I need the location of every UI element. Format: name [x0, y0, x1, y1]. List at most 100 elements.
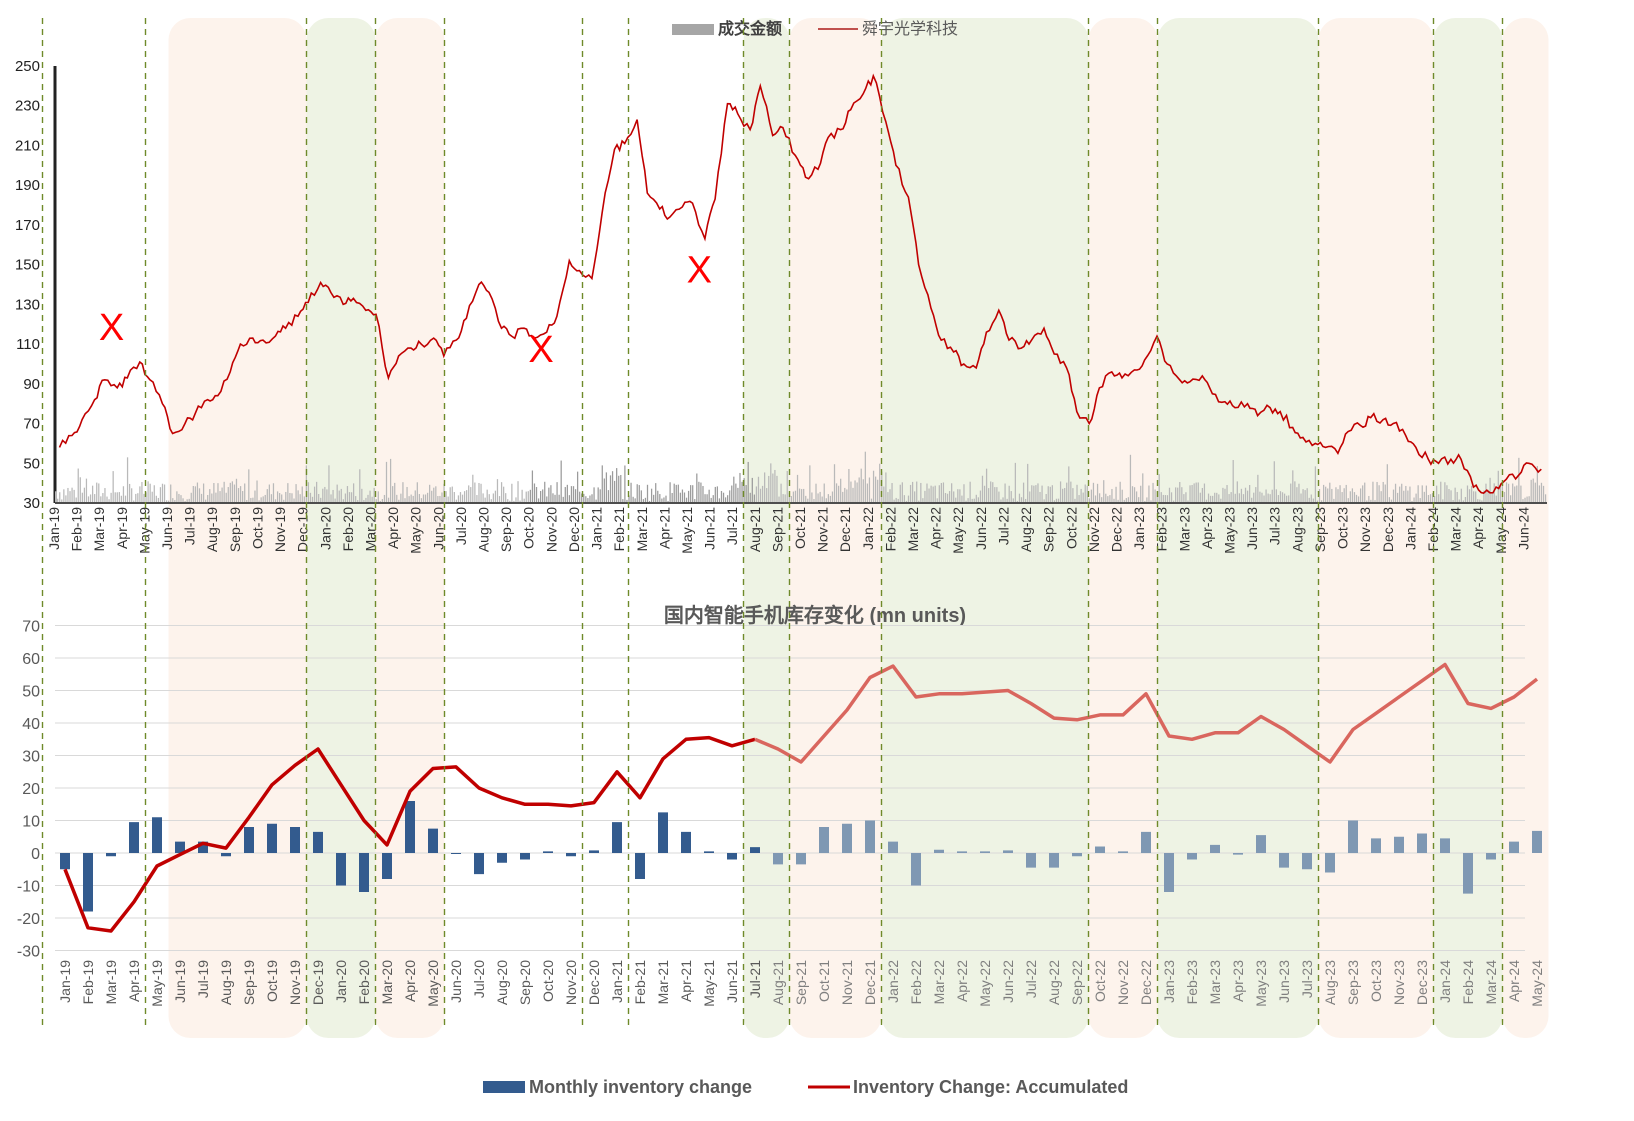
volume-bar: [1407, 490, 1409, 503]
volume-bar: [1253, 492, 1255, 503]
y-tick-label: -20: [17, 911, 40, 928]
volume-bar: [1082, 492, 1084, 503]
volume-bar: [295, 484, 297, 503]
volume-bar: [227, 487, 229, 503]
volume-bar: [492, 493, 494, 503]
volume-bar: [340, 488, 342, 503]
volume-bar: [1012, 498, 1014, 503]
volume-bar: [480, 483, 482, 503]
volume-bar: [1263, 495, 1265, 503]
volume-bar: [687, 490, 690, 503]
volume-bar: [1039, 491, 1041, 503]
volume-bar: [112, 471, 114, 503]
x-tick-label: Sep-22: [1041, 507, 1057, 552]
top-y-axis: 30 50 70 90 110 130 150 170 190 210 230 250: [15, 58, 57, 512]
volume-bar: [500, 482, 503, 503]
volume-bar: [254, 490, 256, 503]
volume-bar: [519, 500, 521, 503]
volume-bar: [1269, 494, 1271, 503]
volume-bar: [757, 476, 760, 503]
volume-bar: [1131, 486, 1134, 503]
bottom-x-axis: Jan-19 Feb-19 Mar-19 Apr-19 May-19 Jun-19 Jul-…: [57, 960, 1545, 1007]
volume-bar: [486, 489, 488, 503]
monthly-bar: [1164, 853, 1174, 892]
volume-bar: [1090, 489, 1093, 503]
x-tick-label: Jul-21: [724, 507, 740, 545]
volume-bar: [1370, 499, 1372, 503]
accumulated-line-late: [754, 662, 1539, 764]
volume-bar: [1384, 484, 1386, 503]
x-tick-label: Jun-20: [448, 960, 464, 1003]
volume-bar: [1374, 500, 1376, 503]
x-tick-label: Jul-23: [1267, 507, 1283, 545]
volume-bar: [1320, 500, 1323, 503]
volume-bar: [1499, 485, 1501, 503]
volume-bar: [636, 484, 638, 503]
volume-bar: [1357, 496, 1360, 503]
volume-bar: [1084, 484, 1086, 503]
volume-bar: [1431, 493, 1434, 503]
volume-bar: [1396, 492, 1399, 503]
volume-bar: [1172, 500, 1175, 503]
x-tick-label: May-20: [425, 960, 441, 1007]
x-tick-label: Apr-20: [385, 507, 401, 549]
volume-bar: [507, 499, 509, 503]
volume-bar: [1018, 493, 1021, 503]
monthly-bar: [612, 822, 622, 853]
volume-bar: [91, 485, 94, 503]
volume-bar: [807, 498, 809, 503]
volume-bar: [365, 497, 367, 503]
volume-bar: [289, 492, 291, 503]
volume-bar: [692, 485, 694, 503]
volume-bar: [511, 483, 513, 503]
volume-bar: [1045, 494, 1047, 503]
volume-bar: [996, 487, 998, 503]
volume-bar: [178, 493, 180, 503]
volume-bar: [1536, 466, 1538, 503]
monthly-bar: [1532, 830, 1542, 853]
volume-bar: [544, 481, 546, 503]
volume-bar: [644, 497, 647, 503]
x-tick-label: Jun-24: [1515, 507, 1531, 550]
volume-bar: [1327, 488, 1329, 503]
volume-bar: [348, 492, 351, 503]
volume-bar: [194, 486, 197, 503]
x-tick-label: Apr-21: [678, 960, 694, 1002]
y-tick-label: 230: [15, 98, 40, 115]
x-tick-label: Jun-23: [1276, 960, 1292, 1003]
volume-bar: [453, 492, 455, 503]
volume-bar: [200, 493, 203, 503]
x-tick-label: Aug-19: [204, 507, 220, 552]
volume-bar: [751, 477, 753, 503]
volume-bar: [379, 500, 381, 503]
volume-bar: [669, 482, 671, 503]
x-tick-label: Sep-23: [1345, 960, 1361, 1005]
volume-bar: [408, 496, 410, 503]
legend-accumulated-label: Inventory Change: Accumulated: [853, 1077, 1128, 1097]
volume-bar: [733, 476, 735, 503]
volume-bar: [879, 463, 881, 503]
volume-bar: [1193, 483, 1195, 503]
volume-bar: [1041, 485, 1043, 503]
volume-bar: [1031, 485, 1033, 503]
volume-bar: [1113, 498, 1115, 503]
volume-bar: [911, 481, 914, 503]
volume-bar: [1378, 485, 1380, 503]
volume-bar: [560, 460, 562, 503]
volume-bar: [714, 486, 716, 503]
volume-bar: [909, 484, 912, 503]
volume-bar: [572, 486, 575, 503]
volume-bar: [903, 495, 906, 503]
volume-bar: [1187, 500, 1189, 503]
volume-bar: [833, 464, 836, 503]
volume-bar: [118, 492, 120, 503]
volume-bar: [990, 481, 992, 503]
volume-bar: [959, 489, 961, 503]
volume-bar: [285, 491, 287, 503]
volume-bar: [71, 487, 73, 503]
volume-bar: [951, 483, 953, 503]
volume-bar: [235, 478, 238, 503]
x-mark-annotation: X: [528, 329, 553, 371]
monthly-bar: [221, 853, 231, 857]
x-tick-label: Aug-22: [1018, 507, 1034, 552]
